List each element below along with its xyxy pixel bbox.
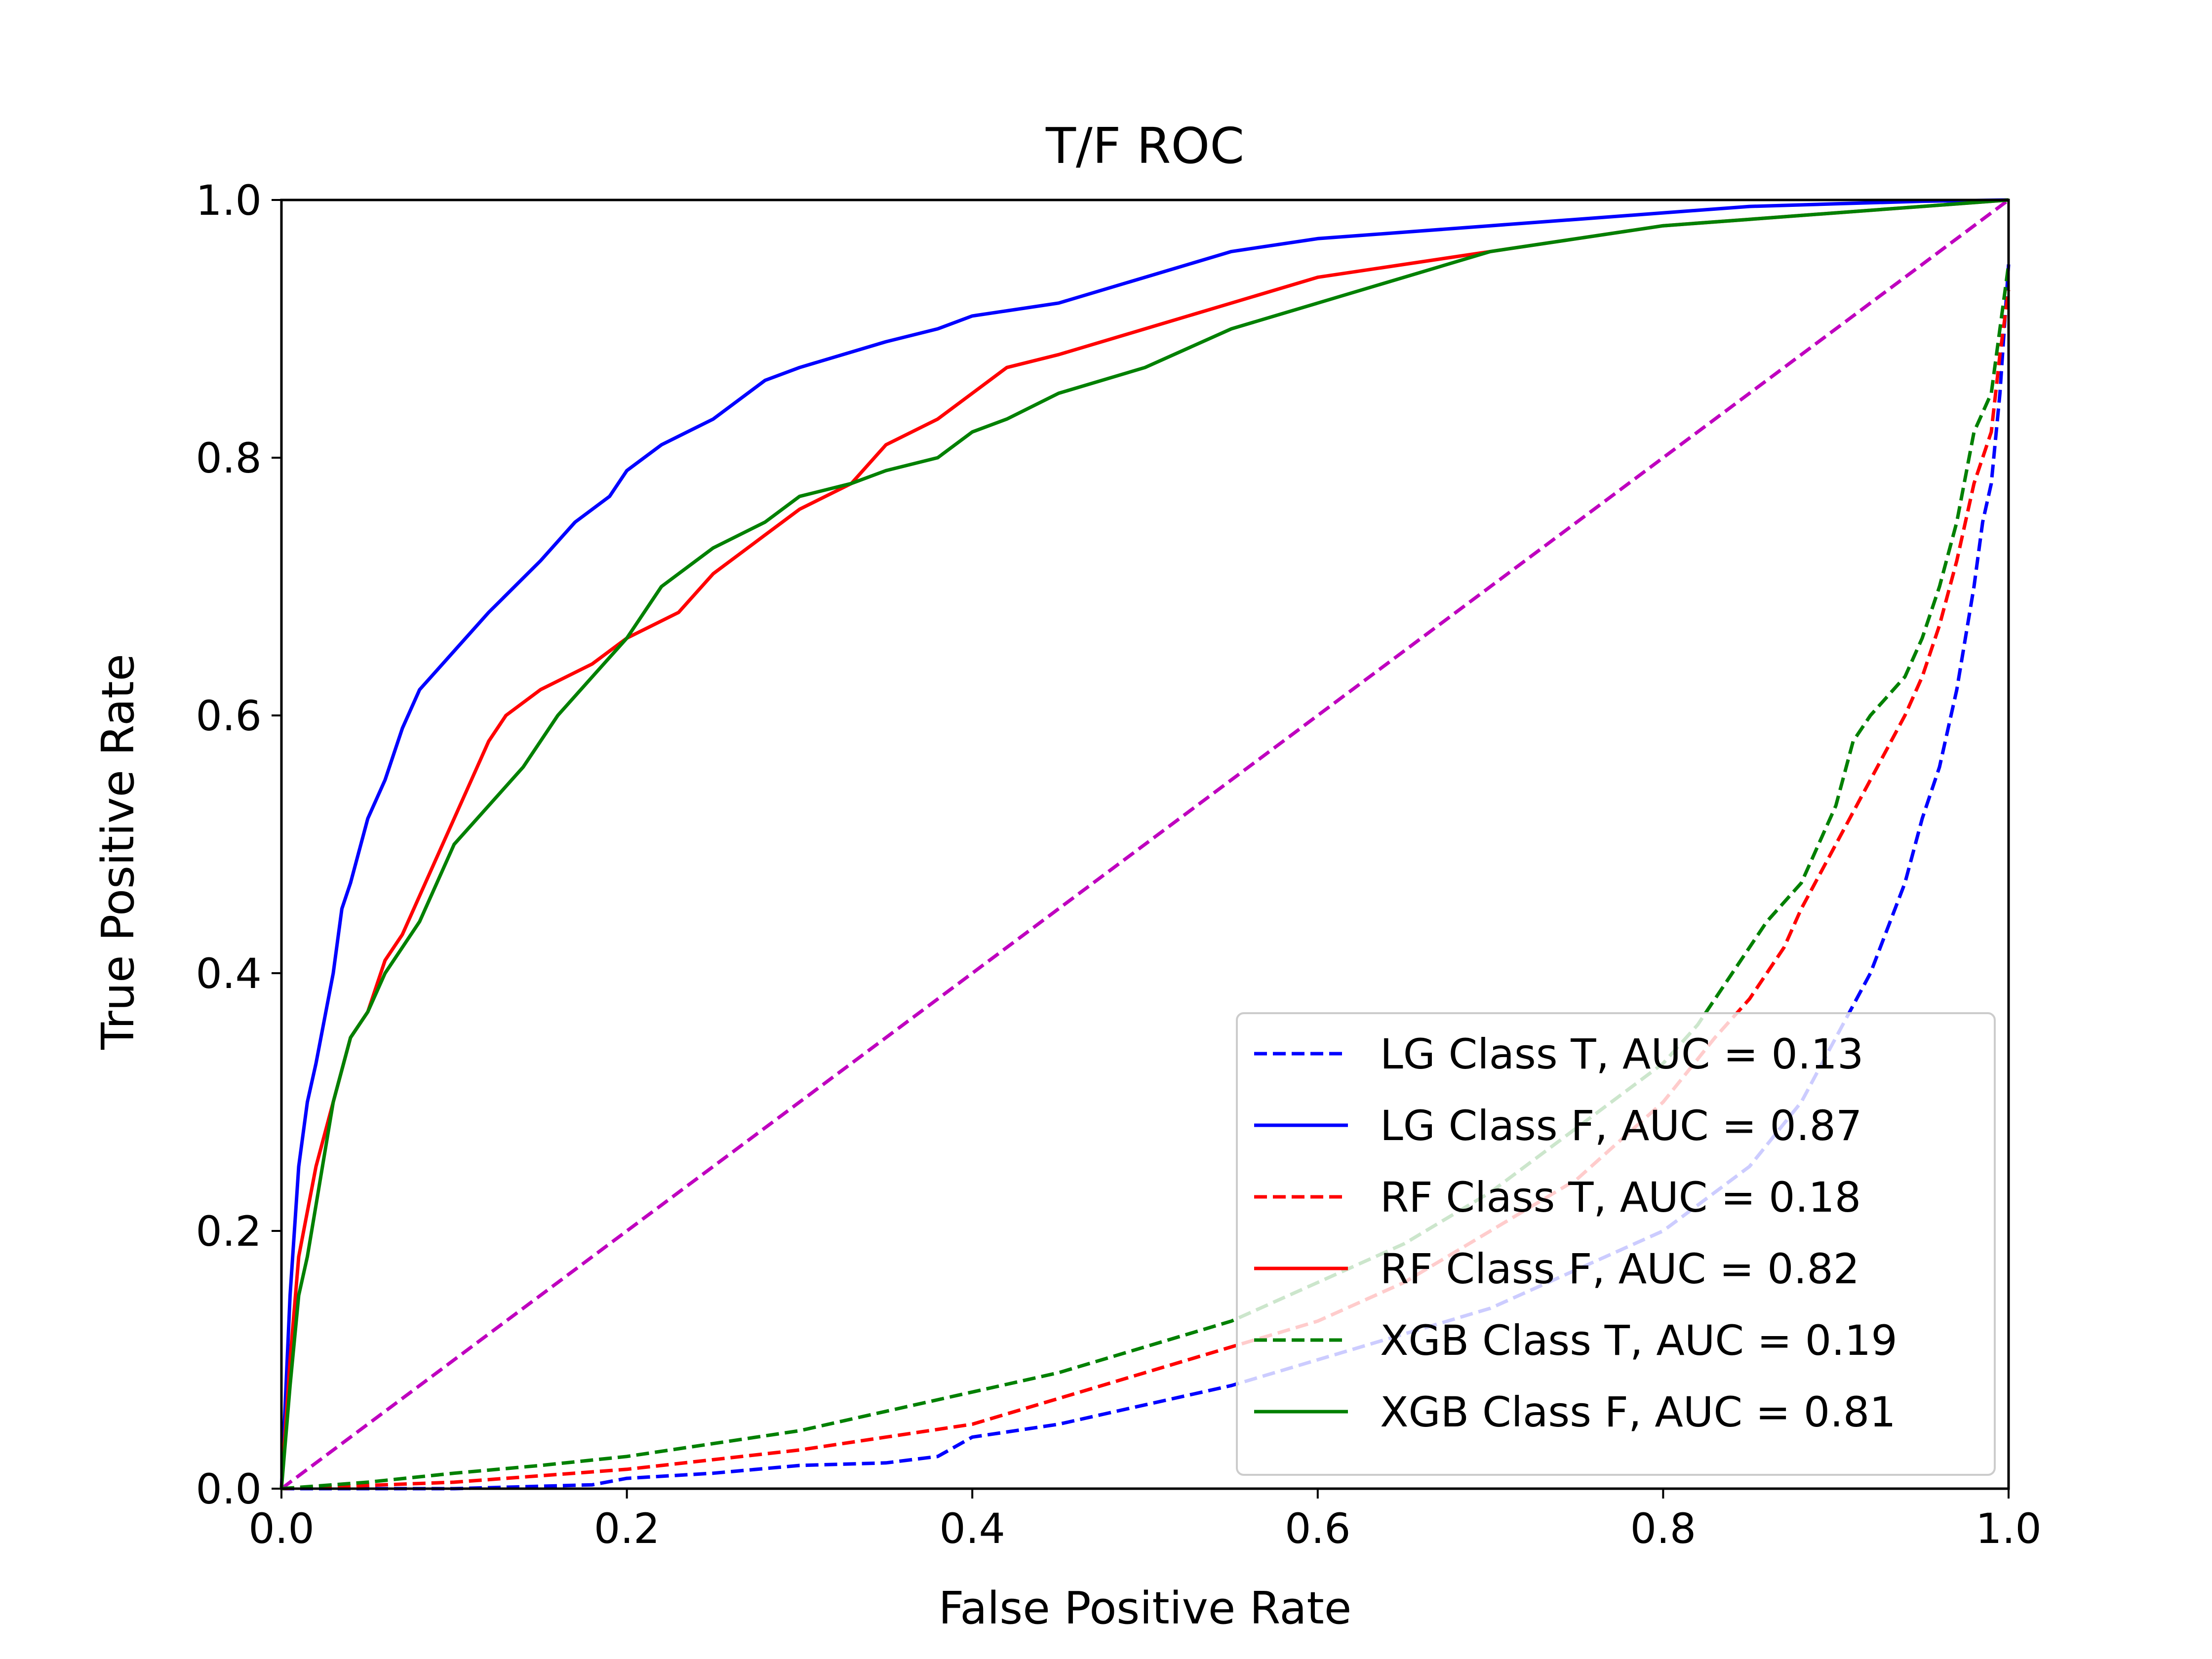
series-line-3 xyxy=(279,198,2009,1489)
legend-label: RF Class T, AUC = 0.18 xyxy=(1380,1173,1861,1222)
legend-label: LG Class T, AUC = 0.13 xyxy=(1380,1030,1863,1078)
y-tick-label: 1.0 xyxy=(196,176,262,225)
y-axis-label: True Positive Rate xyxy=(92,654,144,1050)
x-tick-label: 0.8 xyxy=(1630,1504,1697,1553)
series-line-4 xyxy=(281,264,2011,1491)
series-line-1 xyxy=(279,198,2009,1489)
y-tick-label: 0.2 xyxy=(196,1207,262,1256)
legend-box xyxy=(1236,1012,1996,1476)
x-tick-label: 0.6 xyxy=(1285,1504,1351,1553)
y-tick-label: 0.0 xyxy=(196,1465,262,1513)
x-tick-label: 1.0 xyxy=(1975,1504,2042,1553)
legend-label: XGB Class F, AUC = 0.81 xyxy=(1380,1388,1896,1436)
x-tick-label: 0.0 xyxy=(248,1504,315,1553)
plot-frame xyxy=(280,198,2010,1490)
legend: LG Class T, AUC = 0.13 LG Class F, AUC = … xyxy=(1236,1012,1996,1476)
legend-label: LG Class F, AUC = 0.87 xyxy=(1380,1102,1862,1150)
chance-diagonal-line xyxy=(280,198,2010,1490)
x-tick-label: 0.4 xyxy=(939,1504,1005,1553)
y-tick-label: 0.8 xyxy=(196,434,262,482)
series-line-5 xyxy=(279,198,2009,1489)
axis-ticks: 0.0 0.2 0.4 0.6 0.8 1.0 0.0 0.2 0.4 0.6 0.8 1.0 xyxy=(196,176,2041,1553)
y-tick-label: 0.6 xyxy=(196,692,262,740)
x-axis-label: False Positive Rate xyxy=(939,1582,1351,1634)
legend-label: RF Class F, AUC = 0.82 xyxy=(1380,1245,1859,1293)
y-tick-label: 0.4 xyxy=(196,949,262,998)
chart-title: T/F ROC xyxy=(1045,117,1244,175)
legend-label: XGB Class T, AUC = 0.19 xyxy=(1380,1316,1897,1365)
x-tick-label: 0.2 xyxy=(594,1504,660,1553)
